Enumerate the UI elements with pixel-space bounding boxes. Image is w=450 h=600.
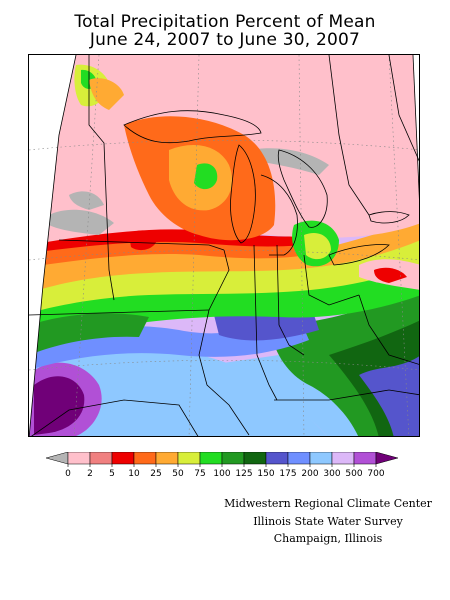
legend-swatch (265, 452, 289, 465)
legend-label: 500 (345, 469, 362, 479)
credit-location: Champaign, Illinois (273, 532, 383, 545)
legend-label: 25 (150, 469, 161, 479)
legend-swatch (89, 452, 113, 465)
legend-swatch (177, 452, 201, 465)
map-canvas (29, 55, 419, 436)
legend-label: 5 (109, 469, 115, 479)
legend-swatch (243, 452, 267, 465)
legend-label: 75 (194, 469, 205, 479)
legend-label: 125 (235, 469, 252, 479)
map-title: Total Precipitation Percent of Mean (74, 12, 376, 32)
legend-label: 10 (128, 469, 140, 479)
legend-label: 700 (367, 469, 384, 479)
legend-swatch (111, 452, 135, 465)
legend-swatch (353, 452, 377, 465)
legend-swatch (331, 452, 355, 465)
legend: 0 2 5 10 25 50 75 100 125 150 175 200 300 500 700 (45, 452, 399, 479)
legend-label: 150 (257, 469, 274, 479)
legend-swatch (155, 452, 179, 465)
legend-label: 200 (301, 469, 318, 479)
legend-swatch (199, 452, 223, 465)
legend-label: 0 (65, 469, 71, 479)
credits: Midwestern Regional Climate Center Illin… (200, 495, 450, 548)
precipitation-map (28, 54, 420, 437)
map-date-range: June 24, 2007 to June 30, 2007 (89, 30, 361, 50)
legend-swatch (309, 452, 333, 465)
legend-swatch (221, 452, 245, 465)
legend-label: 50 (172, 469, 184, 479)
legend-label: 300 (323, 469, 340, 479)
legend-swatch (287, 452, 311, 465)
credit-organization: Midwestern Regional Climate Center (224, 497, 432, 510)
legend-label: 2 (87, 469, 93, 479)
credit-survey: Illinois State Water Survey (253, 514, 403, 528)
legend-swatch (133, 452, 157, 465)
legend-arrow-high (375, 452, 399, 465)
legend-swatch (67, 452, 91, 465)
legend-label: 175 (279, 469, 296, 479)
legend-arrow-low (45, 452, 69, 465)
legend-label: 100 (213, 469, 230, 479)
